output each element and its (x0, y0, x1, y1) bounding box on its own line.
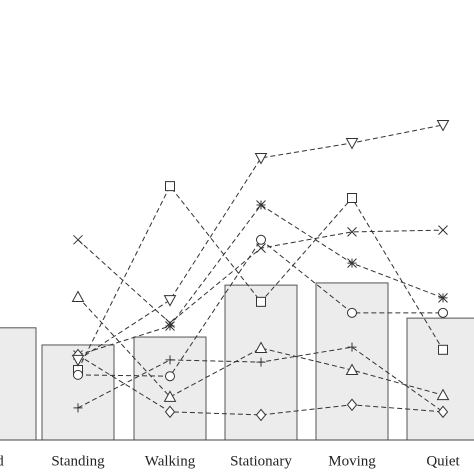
marker-shape (165, 355, 175, 365)
marker-shape (345, 363, 359, 376)
marker (165, 181, 175, 192)
marker (347, 342, 357, 352)
marker-shape (256, 296, 266, 307)
marker (346, 398, 358, 412)
marker (73, 369, 83, 380)
marker-shape (436, 119, 450, 132)
series-line (77, 296, 444, 398)
marker-shape (73, 369, 83, 380)
marker (438, 344, 448, 355)
marker (165, 355, 175, 365)
marker (254, 341, 268, 354)
bar (406, 317, 474, 441)
marker-shape (347, 258, 357, 268)
marker (71, 354, 85, 367)
marker-shape (165, 321, 175, 331)
marker (345, 138, 359, 150)
marker-shape (254, 341, 268, 354)
bar (0, 327, 37, 441)
marker (347, 258, 357, 268)
marker (73, 403, 83, 413)
x-tick-label: Standing (51, 453, 105, 469)
x-tick-label: Stationary (230, 453, 292, 469)
marker (165, 321, 175, 331)
marker-shape (71, 290, 85, 302)
marker-shape (438, 225, 448, 235)
series-line (77, 204, 444, 356)
series-line (77, 239, 443, 377)
marker (438, 293, 448, 303)
marker-shape (165, 371, 175, 382)
marker (347, 193, 357, 203)
marker-shape (347, 227, 357, 237)
marker (256, 357, 266, 367)
bar (315, 282, 389, 441)
marker (256, 234, 266, 245)
x-tick-label: Moving (328, 453, 376, 469)
marker-shape (438, 293, 448, 303)
marker-shape (71, 354, 85, 367)
marker-shape (347, 342, 357, 352)
marker-shape (73, 234, 83, 245)
marker-shape (347, 193, 357, 203)
marker-shape (347, 307, 357, 318)
marker (71, 290, 85, 302)
marker (164, 405, 176, 419)
marker-shape (345, 138, 359, 150)
marker (163, 295, 177, 307)
marker-shape (437, 405, 449, 419)
marker (436, 388, 450, 401)
marker-shape (438, 307, 448, 318)
marker (347, 307, 357, 318)
marker-shape (163, 295, 177, 307)
bar (133, 336, 207, 441)
x-tick-label: Walking (145, 453, 196, 469)
marker-shape (346, 398, 358, 412)
marker (256, 296, 266, 307)
marker-shape (436, 388, 450, 401)
marker (437, 405, 449, 419)
marker-shape (256, 234, 266, 245)
marker-shape (254, 152, 268, 165)
marker (347, 227, 357, 237)
marker (255, 408, 267, 422)
x-tick-label: d (0, 453, 4, 469)
marker (438, 307, 448, 318)
marker-shape (255, 408, 267, 422)
marker-shape (438, 344, 448, 355)
marker (165, 371, 175, 382)
marker (436, 119, 450, 132)
series-line (77, 354, 444, 416)
marker-shape (163, 390, 177, 402)
marker (73, 234, 83, 245)
marker-shape (256, 357, 266, 367)
marker (254, 152, 268, 165)
marker-shape (165, 181, 175, 192)
marker-shape (73, 403, 83, 413)
marker (163, 390, 177, 402)
marker (438, 225, 448, 235)
marker-shape (256, 200, 266, 210)
x-tick-label: Quiet (426, 453, 460, 469)
series-line (77, 124, 444, 361)
marker-shape (164, 405, 176, 419)
marker (256, 200, 266, 210)
marker (345, 363, 359, 376)
